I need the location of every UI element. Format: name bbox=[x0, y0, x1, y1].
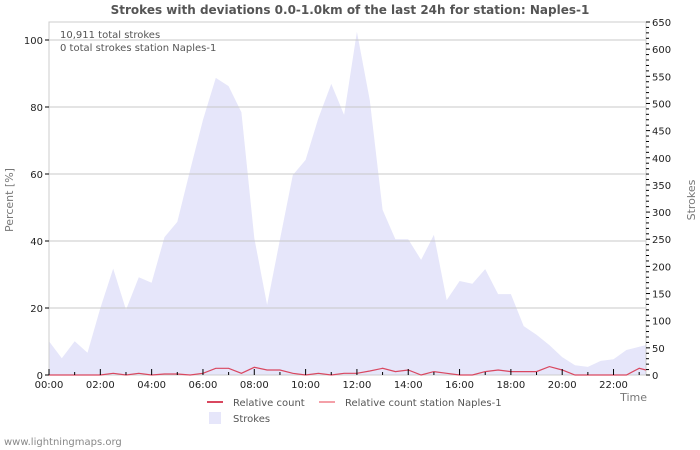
svg-text:60: 60 bbox=[30, 170, 43, 181]
footer-site-link[interactable]: www.lightningmaps.org bbox=[4, 437, 122, 448]
svg-text:16:00: 16:00 bbox=[445, 380, 474, 391]
svg-text:500: 500 bbox=[652, 99, 671, 110]
svg-text:150: 150 bbox=[652, 290, 671, 301]
svg-text:0: 0 bbox=[37, 371, 43, 382]
svg-text:06:00: 06:00 bbox=[189, 380, 218, 391]
legend-item-relative-count-station: Relative count station Naples-1 bbox=[319, 398, 502, 409]
chart-title: Strokes with deviations 0.0-1.0km of the… bbox=[110, 3, 590, 17]
svg-text:04:00: 04:00 bbox=[137, 380, 166, 391]
legend-label-relative-count-station: Relative count station Naples-1 bbox=[345, 398, 502, 409]
strokes-area bbox=[49, 31, 646, 376]
svg-text:350: 350 bbox=[652, 181, 671, 192]
svg-text:22:00: 22:00 bbox=[599, 380, 628, 391]
svg-text:40: 40 bbox=[30, 237, 43, 248]
svg-text:20:00: 20:00 bbox=[548, 380, 577, 391]
svg-text:400: 400 bbox=[652, 154, 671, 165]
y-axis-left-title: Percent [%] bbox=[3, 168, 16, 232]
grid-lines bbox=[48, 21, 647, 376]
svg-text:450: 450 bbox=[652, 127, 671, 138]
station-strokes-annotation: 0 total strokes station Naples-1 bbox=[60, 43, 216, 54]
x-axis-title: Time bbox=[619, 391, 647, 404]
svg-text:00:00: 00:00 bbox=[35, 380, 64, 391]
y-axis-right-title: Strokes bbox=[685, 179, 698, 220]
svg-text:14:00: 14:00 bbox=[394, 380, 423, 391]
svg-text:10:00: 10:00 bbox=[291, 380, 320, 391]
svg-text:08:00: 08:00 bbox=[240, 380, 269, 391]
svg-text:18:00: 18:00 bbox=[496, 380, 525, 391]
legend-item-relative-count: Relative count bbox=[207, 398, 305, 409]
svg-text:02:00: 02:00 bbox=[86, 380, 115, 391]
svg-text:12:00: 12:00 bbox=[343, 380, 372, 391]
svg-text:250: 250 bbox=[652, 235, 671, 246]
svg-text:50: 50 bbox=[652, 344, 665, 355]
svg-text:80: 80 bbox=[30, 103, 43, 114]
strokes-swatch bbox=[209, 412, 221, 424]
svg-text:20: 20 bbox=[30, 304, 43, 315]
svg-text:200: 200 bbox=[652, 262, 671, 273]
legend-label-strokes: Strokes bbox=[233, 414, 270, 425]
legend-item-strokes: Strokes bbox=[209, 412, 270, 425]
svg-text:0: 0 bbox=[652, 371, 658, 382]
svg-text:650: 650 bbox=[652, 18, 671, 29]
svg-text:100: 100 bbox=[24, 36, 43, 47]
legend: Relative count Relative count station Na… bbox=[207, 398, 502, 425]
svg-text:600: 600 bbox=[652, 45, 671, 56]
legend-label-relative-count: Relative count bbox=[233, 398, 305, 409]
relative-count-line bbox=[49, 365, 647, 376]
svg-text:550: 550 bbox=[652, 72, 671, 83]
svg-text:300: 300 bbox=[652, 208, 671, 219]
total-strokes-annotation: 10,911 total strokes bbox=[60, 30, 160, 41]
axes: 0 20 40 60 80 100 0 50 100 150 200 250 300 350 400 450 5… bbox=[24, 18, 671, 391]
svg-text:100: 100 bbox=[652, 317, 671, 328]
